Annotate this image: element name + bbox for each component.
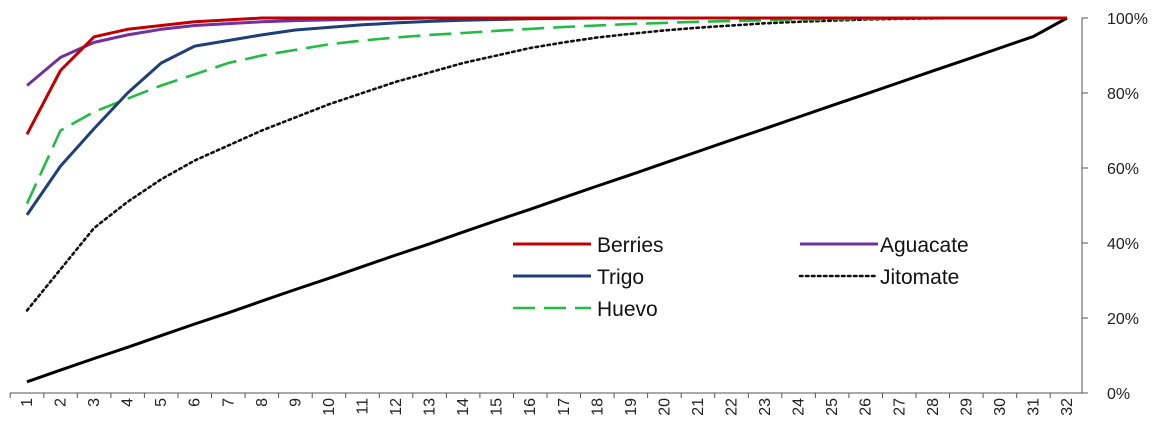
series-line-reference — [26, 16, 1068, 384]
plot-area — [25, 16, 1069, 384]
x-tick-label: 30 — [992, 398, 1009, 416]
x-tick-label: 27 — [891, 398, 908, 416]
x-tick-label: 22 — [724, 398, 741, 416]
x-tick-label: 24 — [791, 398, 808, 416]
x-tick-label: 20 — [656, 398, 673, 416]
axes: 1 2 3 4 5 6 7 8 9 10 11 12 13 14 15 16 17 18 19 20 21 22 23 24 2… — [9, 11, 1148, 416]
legend-label-aguacate: Aguacate — [880, 234, 969, 257]
x-tick-label: 29 — [958, 398, 975, 416]
x-tick-label: 7 — [220, 398, 237, 407]
y-tick-label: 40% — [1107, 236, 1139, 253]
x-tick-label: 13 — [422, 398, 439, 416]
x-tick-label: 18 — [589, 398, 606, 416]
x-tick-label: 2 — [53, 398, 70, 407]
y-tick-label: 80% — [1107, 86, 1139, 103]
y-tick-label: 20% — [1107, 311, 1139, 328]
x-tick-label: 5 — [153, 398, 170, 407]
x-tick-label: 8 — [254, 398, 271, 407]
x-tick-label: 3 — [86, 398, 103, 407]
x-tick-label: 16 — [522, 398, 539, 416]
x-tick-label: 17 — [556, 398, 573, 416]
x-tick-label: 1 — [19, 398, 36, 407]
legend-label-trigo: Trigo — [597, 266, 644, 289]
series-line-trigo — [25, 16, 1067, 216]
legend-label-jitomate: Jitomate — [880, 266, 959, 289]
series-line-huevo — [25, 16, 1067, 205]
x-tick-label: 10 — [321, 398, 338, 416]
x-tick-label: 4 — [120, 398, 137, 407]
x-tick-label: 32 — [1059, 398, 1076, 416]
x-tick-label: 28 — [925, 398, 942, 416]
legend-label-huevo: Huevo — [597, 298, 658, 321]
legend: Berries Aguacate Trigo Jitomate Huevo — [513, 234, 969, 321]
x-tick-label: 19 — [623, 398, 640, 416]
x-tick-label: 6 — [187, 398, 204, 407]
x-tick-label: 12 — [388, 398, 405, 416]
y-tick-label: 0% — [1107, 386, 1130, 403]
x-tick-label: 15 — [489, 398, 506, 416]
x-tick-label: 11 — [355, 398, 372, 415]
x-tick-label: 9 — [287, 398, 304, 407]
series-line-berries — [25, 16, 1067, 135]
x-tick-label: 21 — [690, 398, 707, 416]
y-tick-label: 100% — [1107, 11, 1148, 28]
y-tick-label: 60% — [1107, 161, 1139, 178]
x-tick-label: 23 — [757, 398, 774, 416]
x-tick-label: 31 — [1026, 398, 1043, 416]
x-tick-label: 14 — [455, 398, 472, 416]
legend-label-berries: Berries — [597, 234, 664, 257]
x-tick-label: 25 — [824, 398, 841, 416]
x-tick-label: 26 — [858, 398, 875, 416]
